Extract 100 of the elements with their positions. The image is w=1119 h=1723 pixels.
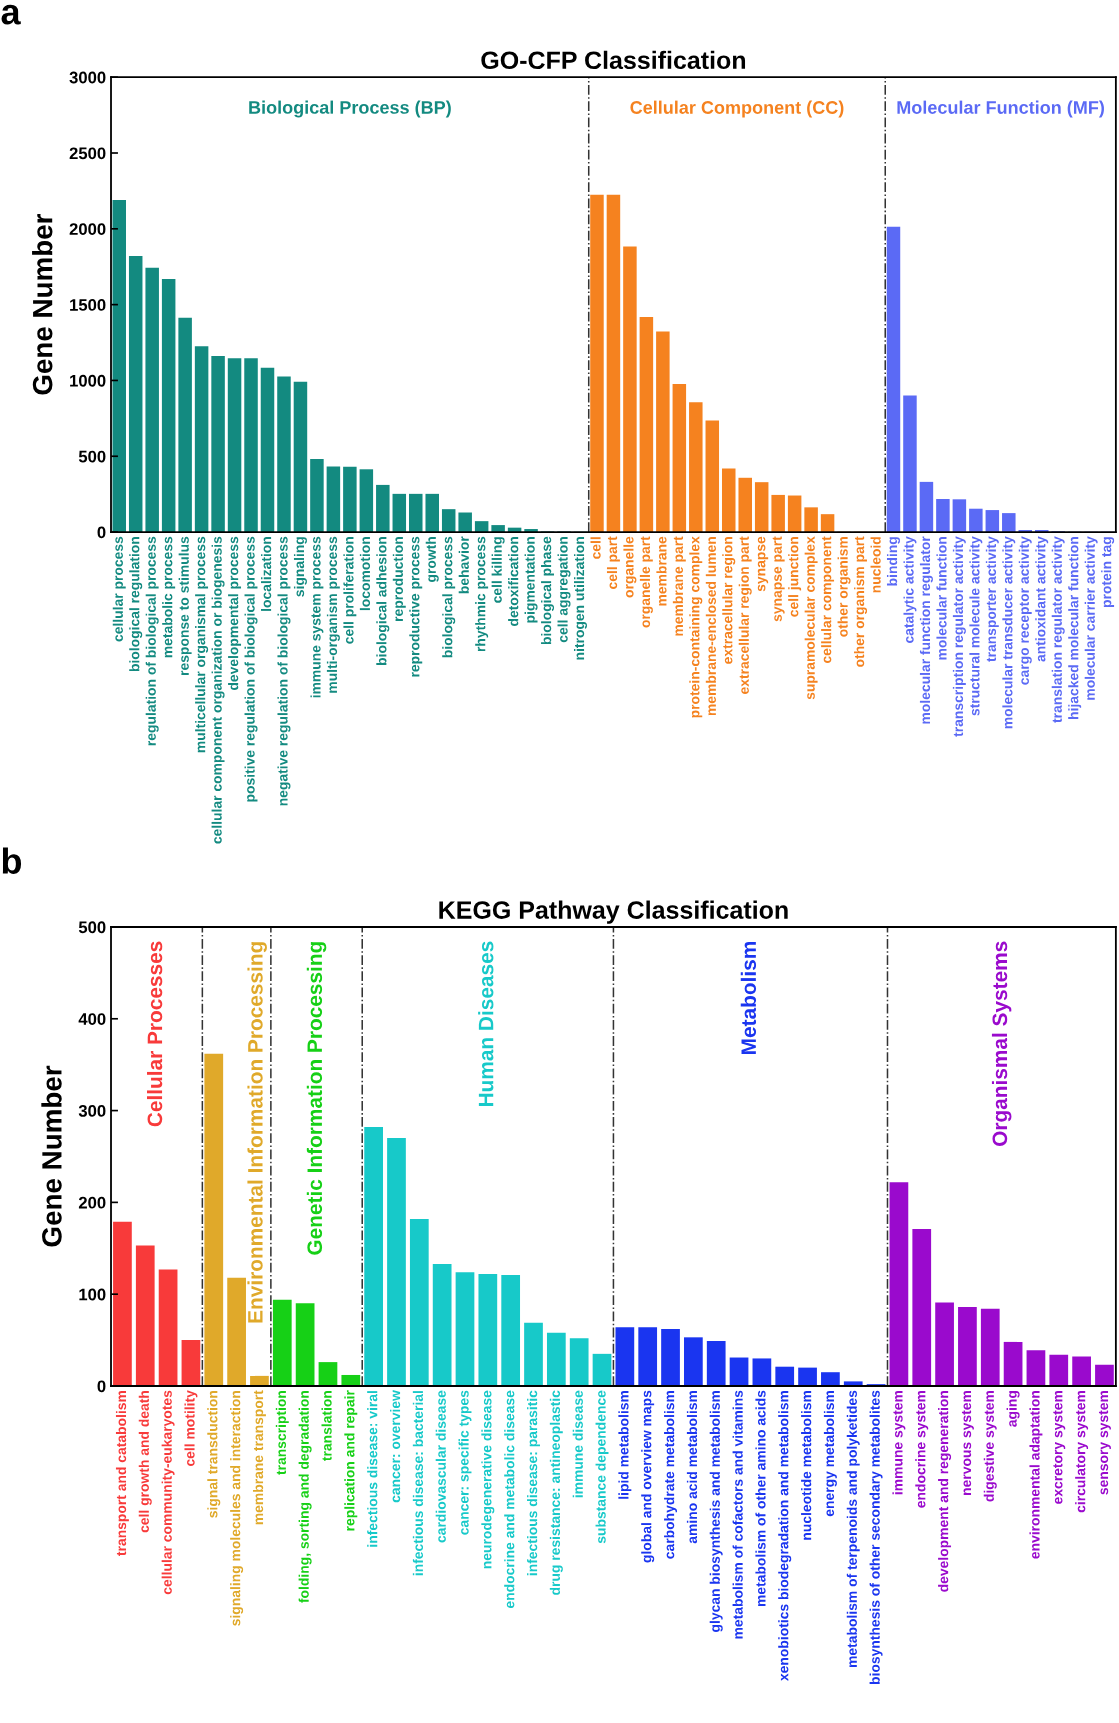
- x-tick-label: amino acid metabolism: [686, 1391, 698, 1544]
- annotation: Cellular Processes: [146, 941, 163, 1127]
- x-tick-label: infectious disease: parasitic: [527, 1390, 540, 1576]
- x-tick-label: developmental process: [228, 536, 242, 691]
- x-tick-label: membrane transport: [252, 1390, 266, 1525]
- x-tick-label: nucleotide metabolism: [801, 1391, 812, 1540]
- y-tick-label: 0: [97, 526, 106, 539]
- y-tick-label: 200: [78, 1196, 106, 1209]
- x-tick-label: biological phase: [541, 536, 555, 645]
- x-tick-label: replication and repair: [344, 1390, 358, 1531]
- x-tick-label: drug resistance: antineoplastic: [549, 1390, 563, 1595]
- chart-title: GO-CFP Classification: [481, 50, 746, 70]
- x-tick-label: membrane: [656, 536, 667, 606]
- x-tick-label: infectious disease: bacterial: [412, 1391, 424, 1576]
- x-tick-label: extracellular region: [722, 537, 736, 664]
- x-tick-label: sensory system: [1098, 1391, 1111, 1495]
- x-tick-label: circulatory system: [1075, 1391, 1089, 1513]
- x-tick-label: regulation of biological process: [145, 536, 159, 746]
- x-tick-label: transport and catabolism: [115, 1391, 129, 1556]
- text: a: [1, 4, 21, 25]
- x-tick-label: cell part: [606, 536, 620, 589]
- x-tick-label: cell aggregation: [557, 537, 571, 643]
- x-tick-label: endocrine system: [915, 1391, 929, 1508]
- x-tick-label: infectious disease: viral: [367, 1391, 378, 1547]
- annotation: Organismal Systems: [991, 941, 1012, 1146]
- x-tick-label: transcription regulator activity: [952, 536, 966, 737]
- x-tick-label: digestive system: [983, 1391, 997, 1502]
- y-tick-label: 500: [78, 450, 106, 463]
- x-tick-label: organelle part: [639, 536, 653, 628]
- x-tick-label: other organism part: [854, 536, 868, 667]
- x-tick-label: cellular process: [112, 536, 126, 642]
- x-tick-label: multicellular organismal process: [195, 536, 209, 753]
- x-tick-label: molecular carrier activity: [1084, 536, 1098, 700]
- x-tick-label: locomotion: [359, 537, 371, 611]
- annotation: Metabolism: [740, 942, 757, 1054]
- x-tick-label: cell: [590, 537, 601, 559]
- x-tick-label: membrane part: [672, 536, 686, 636]
- y-axis-title: Gene Number: [32, 213, 53, 395]
- x-tick-label: immune disease: [572, 1390, 583, 1498]
- x-tick-label: nervous system: [961, 1391, 974, 1495]
- x-tick-label: immune system: [892, 1391, 906, 1495]
- y-tick-label: 100: [79, 1288, 106, 1301]
- x-tick-label: molecular function regulator: [919, 536, 933, 724]
- x-tick-label: growth: [425, 537, 439, 582]
- x-tick-label: rhythmic process: [475, 536, 489, 652]
- x-tick-label: metabolism of cofactors and vitamins: [732, 1390, 743, 1639]
- x-tick-label: response to stimulus: [178, 536, 192, 675]
- annotation: Genetic Information Processing: [306, 942, 327, 1255]
- x-tick-label: negative regulation of biological process: [277, 536, 291, 806]
- y-axis-title: Gene Number: [41, 1065, 62, 1247]
- x-tick-label: cell killing: [491, 537, 505, 603]
- x-tick-label: signal transduction: [207, 1391, 221, 1518]
- x-tick-label: cellular component: [821, 536, 835, 664]
- annotation: Environmental Information Processing: [247, 942, 267, 1323]
- x-tick-label: signaling molecules and interaction: [230, 1390, 244, 1626]
- x-tick-label: positive regulation of biological process: [244, 536, 258, 802]
- x-tick-label: nitrogen utilization: [573, 537, 587, 660]
- y-tick-label: 2500: [69, 147, 106, 160]
- y-tick-label: 400: [78, 1013, 106, 1025]
- x-tick-label: metabolic process: [162, 536, 176, 658]
- x-tick-label: excretory system: [1053, 1391, 1066, 1504]
- x-tick-label: transcription: [275, 1391, 289, 1475]
- x-tick-label: other organism: [837, 537, 851, 637]
- x-tick-label: nucleoid: [870, 537, 881, 593]
- x-tick-label: behavior: [458, 536, 469, 594]
- x-tick-label: multi-organism process: [326, 536, 340, 693]
- x-tick-label: catalytic activity: [903, 536, 917, 643]
- x-tick-label: translation: [321, 1391, 332, 1461]
- x-tick-label: lipid metabolism: [618, 1391, 632, 1499]
- x-tick-label: cellular community-eukaryotes: [161, 1390, 175, 1595]
- x-tick-label: supramolecular complex: [804, 536, 818, 700]
- chart-title: KEGG Pathway Classification: [439, 900, 788, 924]
- x-tick-label: cell proliferation: [343, 537, 357, 644]
- x-tick-label: transporter activity: [985, 536, 999, 662]
- y-tick-label: 3000: [69, 71, 106, 84]
- x-tick-label: biological regulation: [129, 537, 143, 672]
- x-tick-label: synapse part: [772, 536, 785, 622]
- x-tick-label: development and regeneration: [938, 1390, 952, 1592]
- x-tick-label: cargo receptor activity: [1018, 536, 1032, 685]
- x-tick-label: energy metabolism: [823, 1391, 837, 1517]
- x-tick-label: environmental adaptation: [1029, 1390, 1043, 1559]
- x-tick-label: reproductive process: [409, 536, 423, 677]
- x-tick-label: biological adhesion: [376, 537, 390, 665]
- x-tick-label: molecular transducer activity: [1002, 536, 1016, 729]
- x-tick-label: membrane-enclosed lumen: [705, 537, 716, 716]
- annotation: Biological Process (BP): [249, 100, 451, 118]
- x-tick-label: glycan biosynthesis and metabolism: [709, 1390, 723, 1632]
- x-tick-label: carbohydrate metabolism: [664, 1391, 677, 1559]
- x-tick-label: cell junction: [788, 537, 802, 617]
- y-tick-label: 2000: [69, 223, 106, 236]
- y-tick-label: 1500: [70, 299, 106, 311]
- x-tick-label: signaling: [293, 537, 307, 597]
- annotation: Cellular Component (CC): [630, 100, 844, 118]
- x-tick-label: endocrine and metabolic disease: [504, 1390, 515, 1609]
- y-tick-label: 300: [78, 1104, 106, 1117]
- x-tick-label: folding, sorting and degradation: [298, 1390, 312, 1603]
- x-tick-label: metabolism of other amino acids: [755, 1390, 766, 1607]
- x-tick-label: protein tag: [1101, 537, 1115, 608]
- annotation: Molecular Function (MF): [897, 100, 1104, 118]
- x-tick-label: antioxidant activity: [1035, 536, 1049, 662]
